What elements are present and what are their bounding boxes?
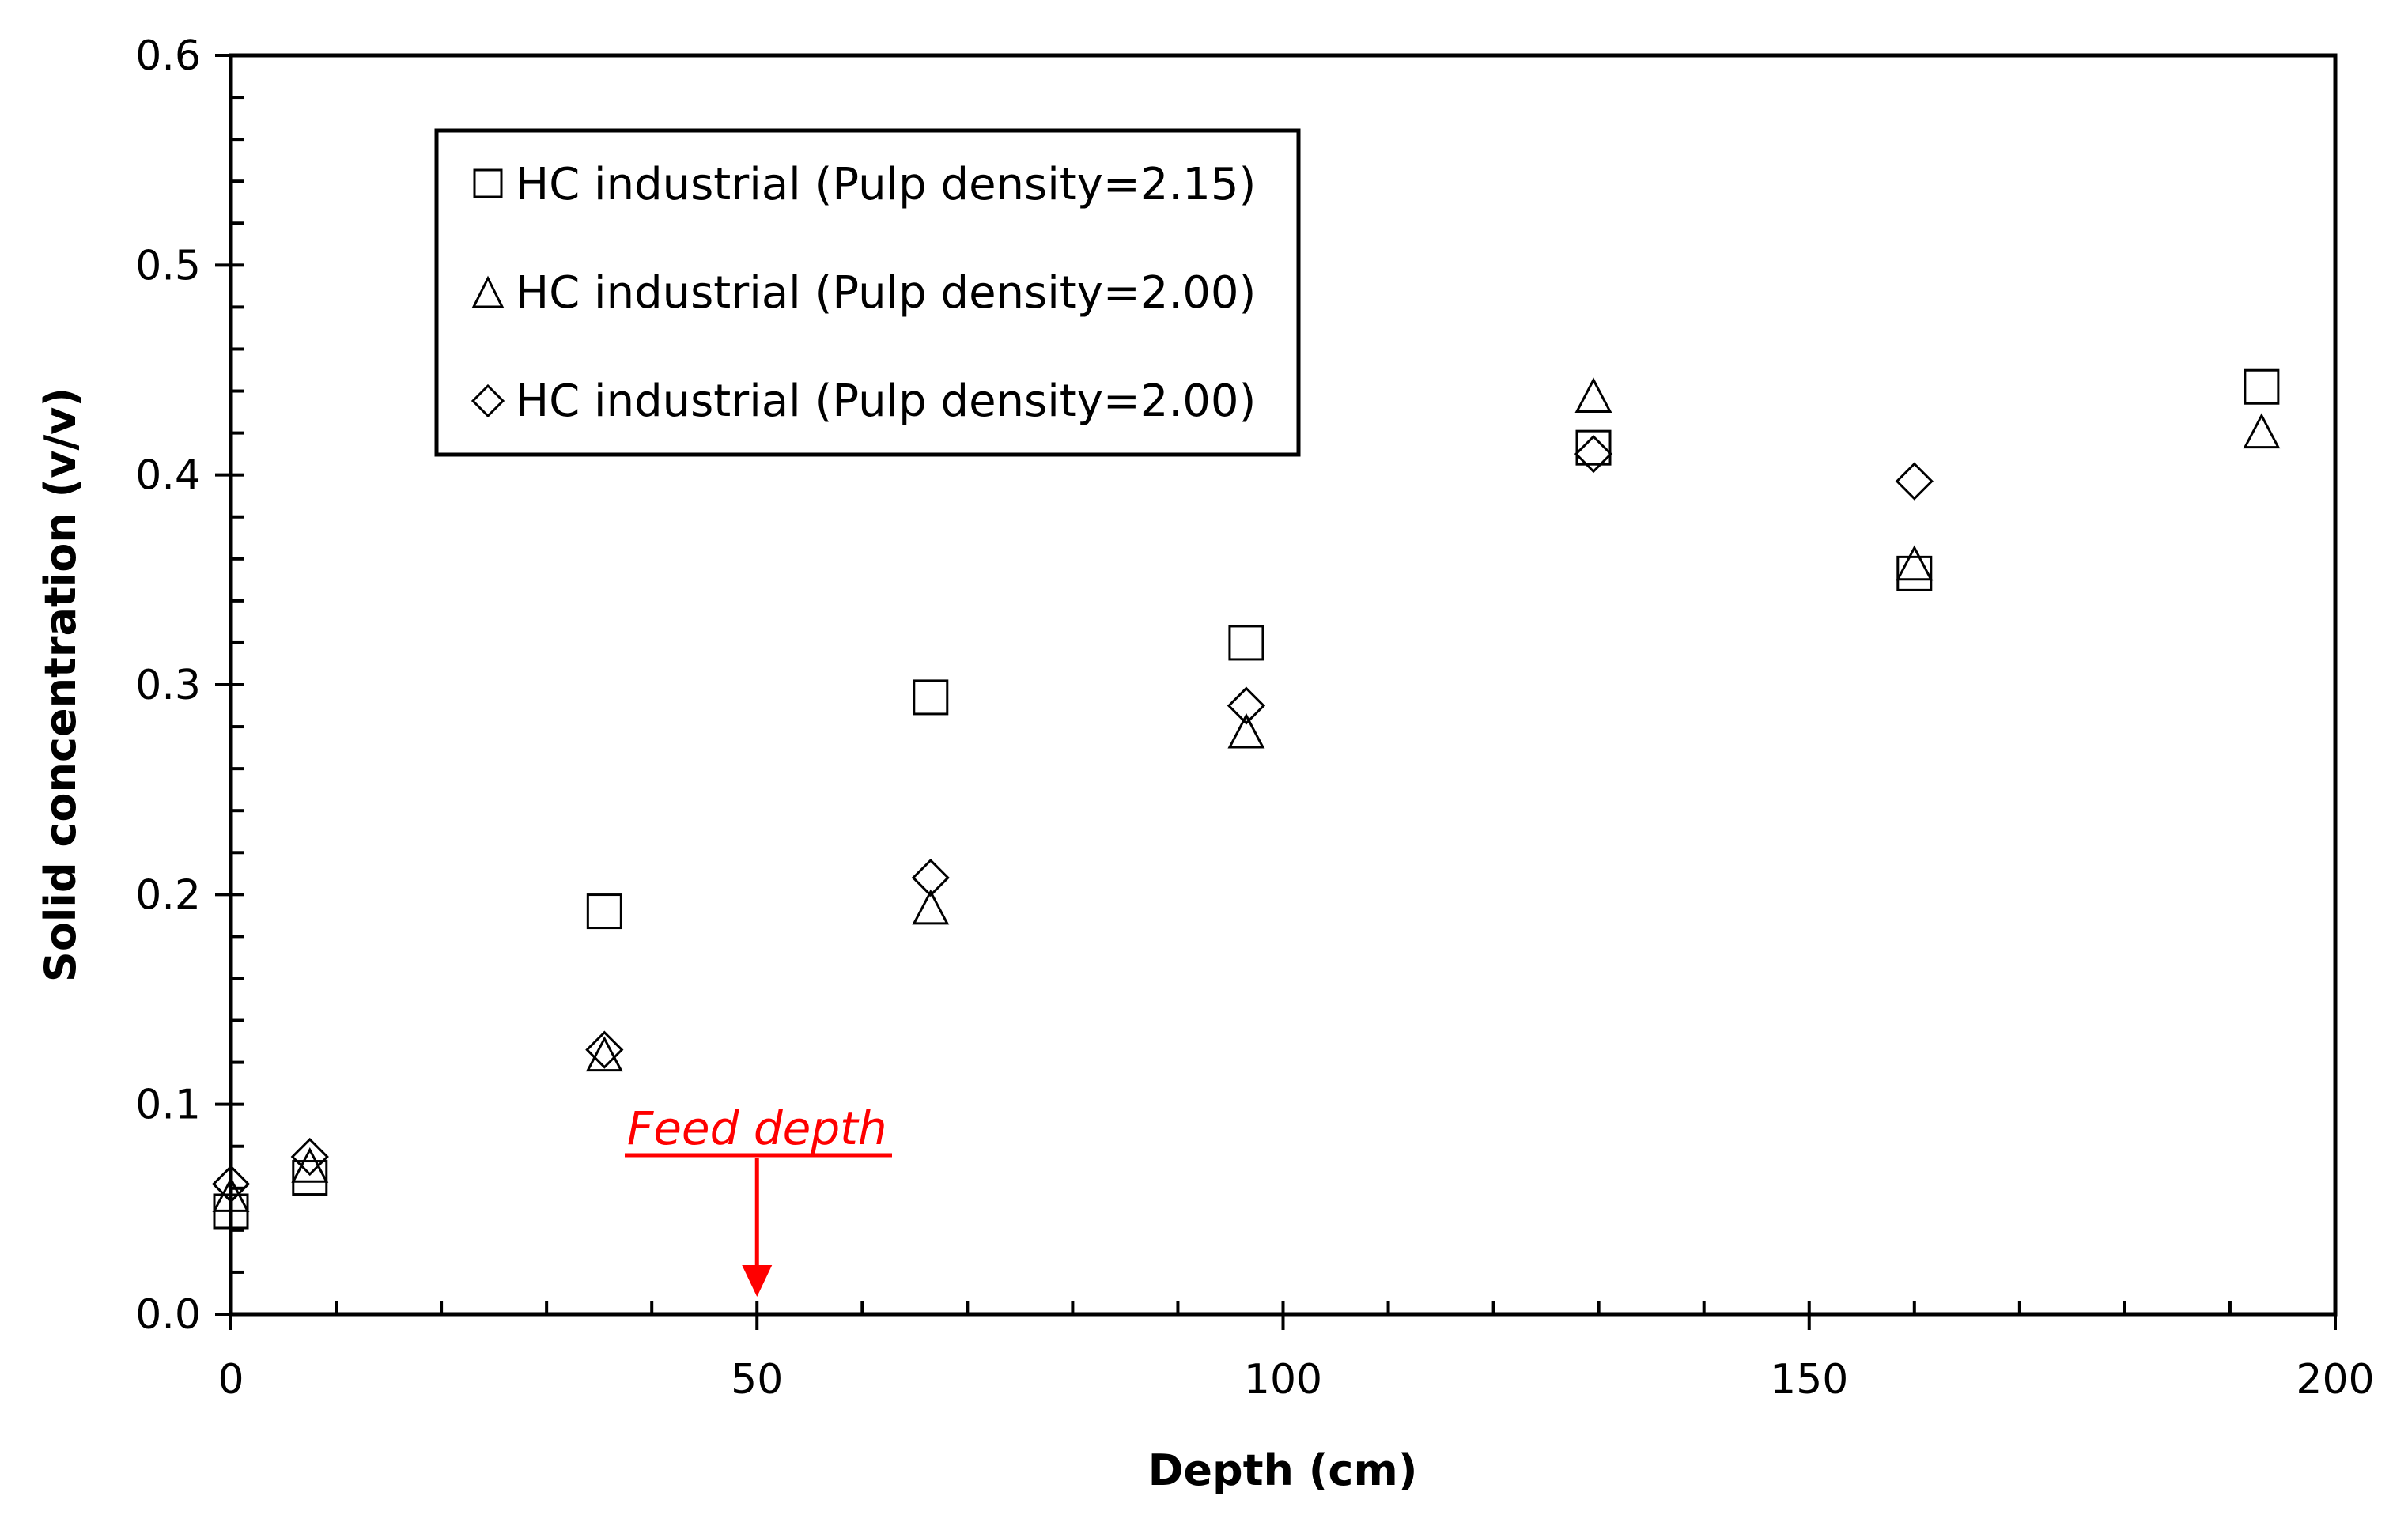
diamond-point <box>911 858 950 897</box>
triangle-point <box>585 1036 623 1072</box>
square-point <box>1575 429 1612 466</box>
diamond-point <box>585 1030 624 1069</box>
y-tick-label: 0.5 <box>135 242 201 289</box>
x-tick-label: 200 <box>2296 1356 2374 1403</box>
x-tick-label: 100 <box>1244 1356 1322 1403</box>
feed-depth-annotation: Feed depth <box>625 1101 892 1297</box>
triangle-point <box>291 1147 329 1183</box>
feed-depth-arrow-head <box>742 1265 773 1297</box>
legend-box <box>434 128 1301 457</box>
square-point <box>913 679 949 716</box>
legend-square-marker <box>473 168 503 198</box>
square-point <box>292 1160 328 1196</box>
legend-label-series-3: HC industrial (Pulp density=2.00) <box>516 376 1256 427</box>
legend-label-series-2: HC industrial (Pulp density=2.00) <box>516 267 1256 319</box>
data-points <box>211 368 2281 1230</box>
y-axis-title: Solid concentration (v/v) <box>36 387 85 982</box>
y-axis-ticks: 0.0 0.1 0.2 0.3 0.4 0.5 0.6 <box>135 32 244 1339</box>
triangle-point <box>912 889 950 925</box>
diamond-point <box>290 1137 329 1177</box>
triangle-point <box>1574 377 1612 413</box>
x-axis-title: Depth (cm) <box>1148 1445 1418 1495</box>
square-point <box>2244 368 2280 405</box>
y-tick-label: 0.3 <box>135 662 201 709</box>
diamond-point <box>1574 435 1613 474</box>
legend-triangle-marker <box>471 275 505 308</box>
legend-diamond-marker <box>471 383 505 418</box>
diamond-point <box>1895 462 1934 501</box>
square-point <box>586 893 622 930</box>
x-axis-ticks: 0 50 100 150 200 <box>217 1301 2375 1403</box>
x-tick-label: 50 <box>731 1356 783 1403</box>
square-point <box>1896 555 1933 591</box>
y-tick-label: 0.6 <box>135 32 201 80</box>
square-point <box>1228 625 1264 661</box>
feed-depth-label: Feed depth <box>627 1101 887 1155</box>
y-tick-label: 0.1 <box>135 1082 201 1129</box>
y-tick-label: 0.0 <box>135 1291 201 1339</box>
triangle-point <box>2243 413 2281 449</box>
x-tick-label: 150 <box>1770 1356 1848 1403</box>
x-tick-label: 0 <box>217 1356 244 1403</box>
diamond-point <box>211 1165 251 1203</box>
legend-label-series-1: HC industrial (Pulp density=2.15) <box>516 159 1256 210</box>
diamond-point <box>1227 686 1266 725</box>
triangle-point <box>1227 712 1265 749</box>
legend: HC industrial (Pulp density=2.15) HC ind… <box>434 128 1301 457</box>
y-tick-label: 0.2 <box>135 871 201 919</box>
triangle-point <box>1896 545 1934 581</box>
y-tick-label: 0.4 <box>135 452 201 500</box>
triangle-point <box>212 1177 250 1212</box>
